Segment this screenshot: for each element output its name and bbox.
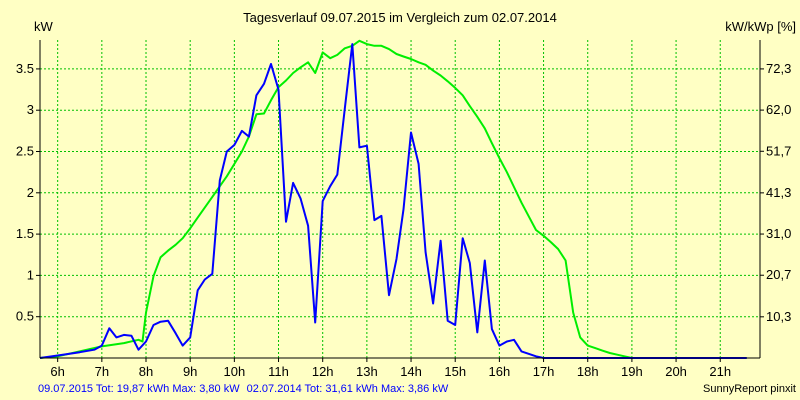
y2-tick-label: 10,3: [766, 309, 791, 324]
x-tick-label: 14h: [400, 364, 422, 379]
footer-stats: 09.07.2015 Tot: 19,87 kWh Max: 3,80 kW 0…: [38, 383, 449, 395]
x-tick-label: 12h: [312, 364, 334, 379]
y-tick-label: 0.5: [16, 309, 34, 324]
y2-tick-label: 62,0: [766, 102, 791, 117]
x-tick-label: 18h: [577, 364, 599, 379]
x-tick-label: 15h: [444, 364, 466, 379]
x-tick-label: 10h: [224, 364, 246, 379]
y-axis-label-left: kW: [34, 19, 54, 34]
y2-tick-label: 51,7: [766, 143, 791, 158]
footer-credit: SunnyReport pinxit: [703, 383, 796, 395]
x-tick-label: 11h: [268, 364, 289, 379]
y-ticks-right: 10,3 20,7 31,0 41,3 51,7 62,0 72,3: [760, 61, 791, 324]
x-tick-label: 17h: [533, 364, 555, 379]
y2-tick-label: 72,3: [766, 61, 791, 76]
y-tick-label: 2.5: [16, 144, 34, 159]
footer-series2: 02.07.2014 Tot: 31,61 kWh Max: 3,86 kW: [247, 383, 449, 395]
y-tick-label: 1.5: [16, 226, 34, 241]
x-tick-label: 16h: [489, 364, 511, 379]
y-tick-label: 3: [27, 102, 34, 117]
y-tick-label: 1: [27, 267, 34, 282]
y-axis-label-right: kW/kWp [%]: [725, 19, 796, 34]
y2-tick-label: 31,0: [766, 226, 791, 241]
y-tick-label: 2: [27, 185, 34, 200]
x-tick-label: 21h: [709, 364, 731, 379]
x-tick-label: 6h: [50, 364, 64, 379]
x-tick-label: 20h: [665, 364, 687, 379]
x-tick-label: 7h: [95, 364, 109, 379]
y-tick-label: 3.5: [16, 61, 34, 76]
y-ticks-left: 0.5 1 1.5 2 2.5 3 3.5: [16, 61, 40, 324]
footer-series1: 09.07.2015 Tot: 19,87 kWh Max: 3,80 kW: [38, 383, 240, 395]
grid-lines: [40, 40, 760, 358]
x-tick-label: 8h: [139, 364, 153, 379]
y2-tick-label: 20,7: [766, 267, 791, 282]
x-tick-label: 9h: [183, 364, 197, 379]
y2-tick-label: 41,3: [766, 185, 791, 200]
x-tick-label: 13h: [356, 364, 378, 379]
chart-title: Tagesverlauf 09.07.2015 im Vergleich zum…: [243, 10, 557, 25]
x-ticks: 6h 7h 8h 9h 10h 11h 12h 13h 14h 15h 16h 17h 18h 19h 20…: [50, 358, 731, 379]
x-tick-label: 19h: [621, 364, 643, 379]
